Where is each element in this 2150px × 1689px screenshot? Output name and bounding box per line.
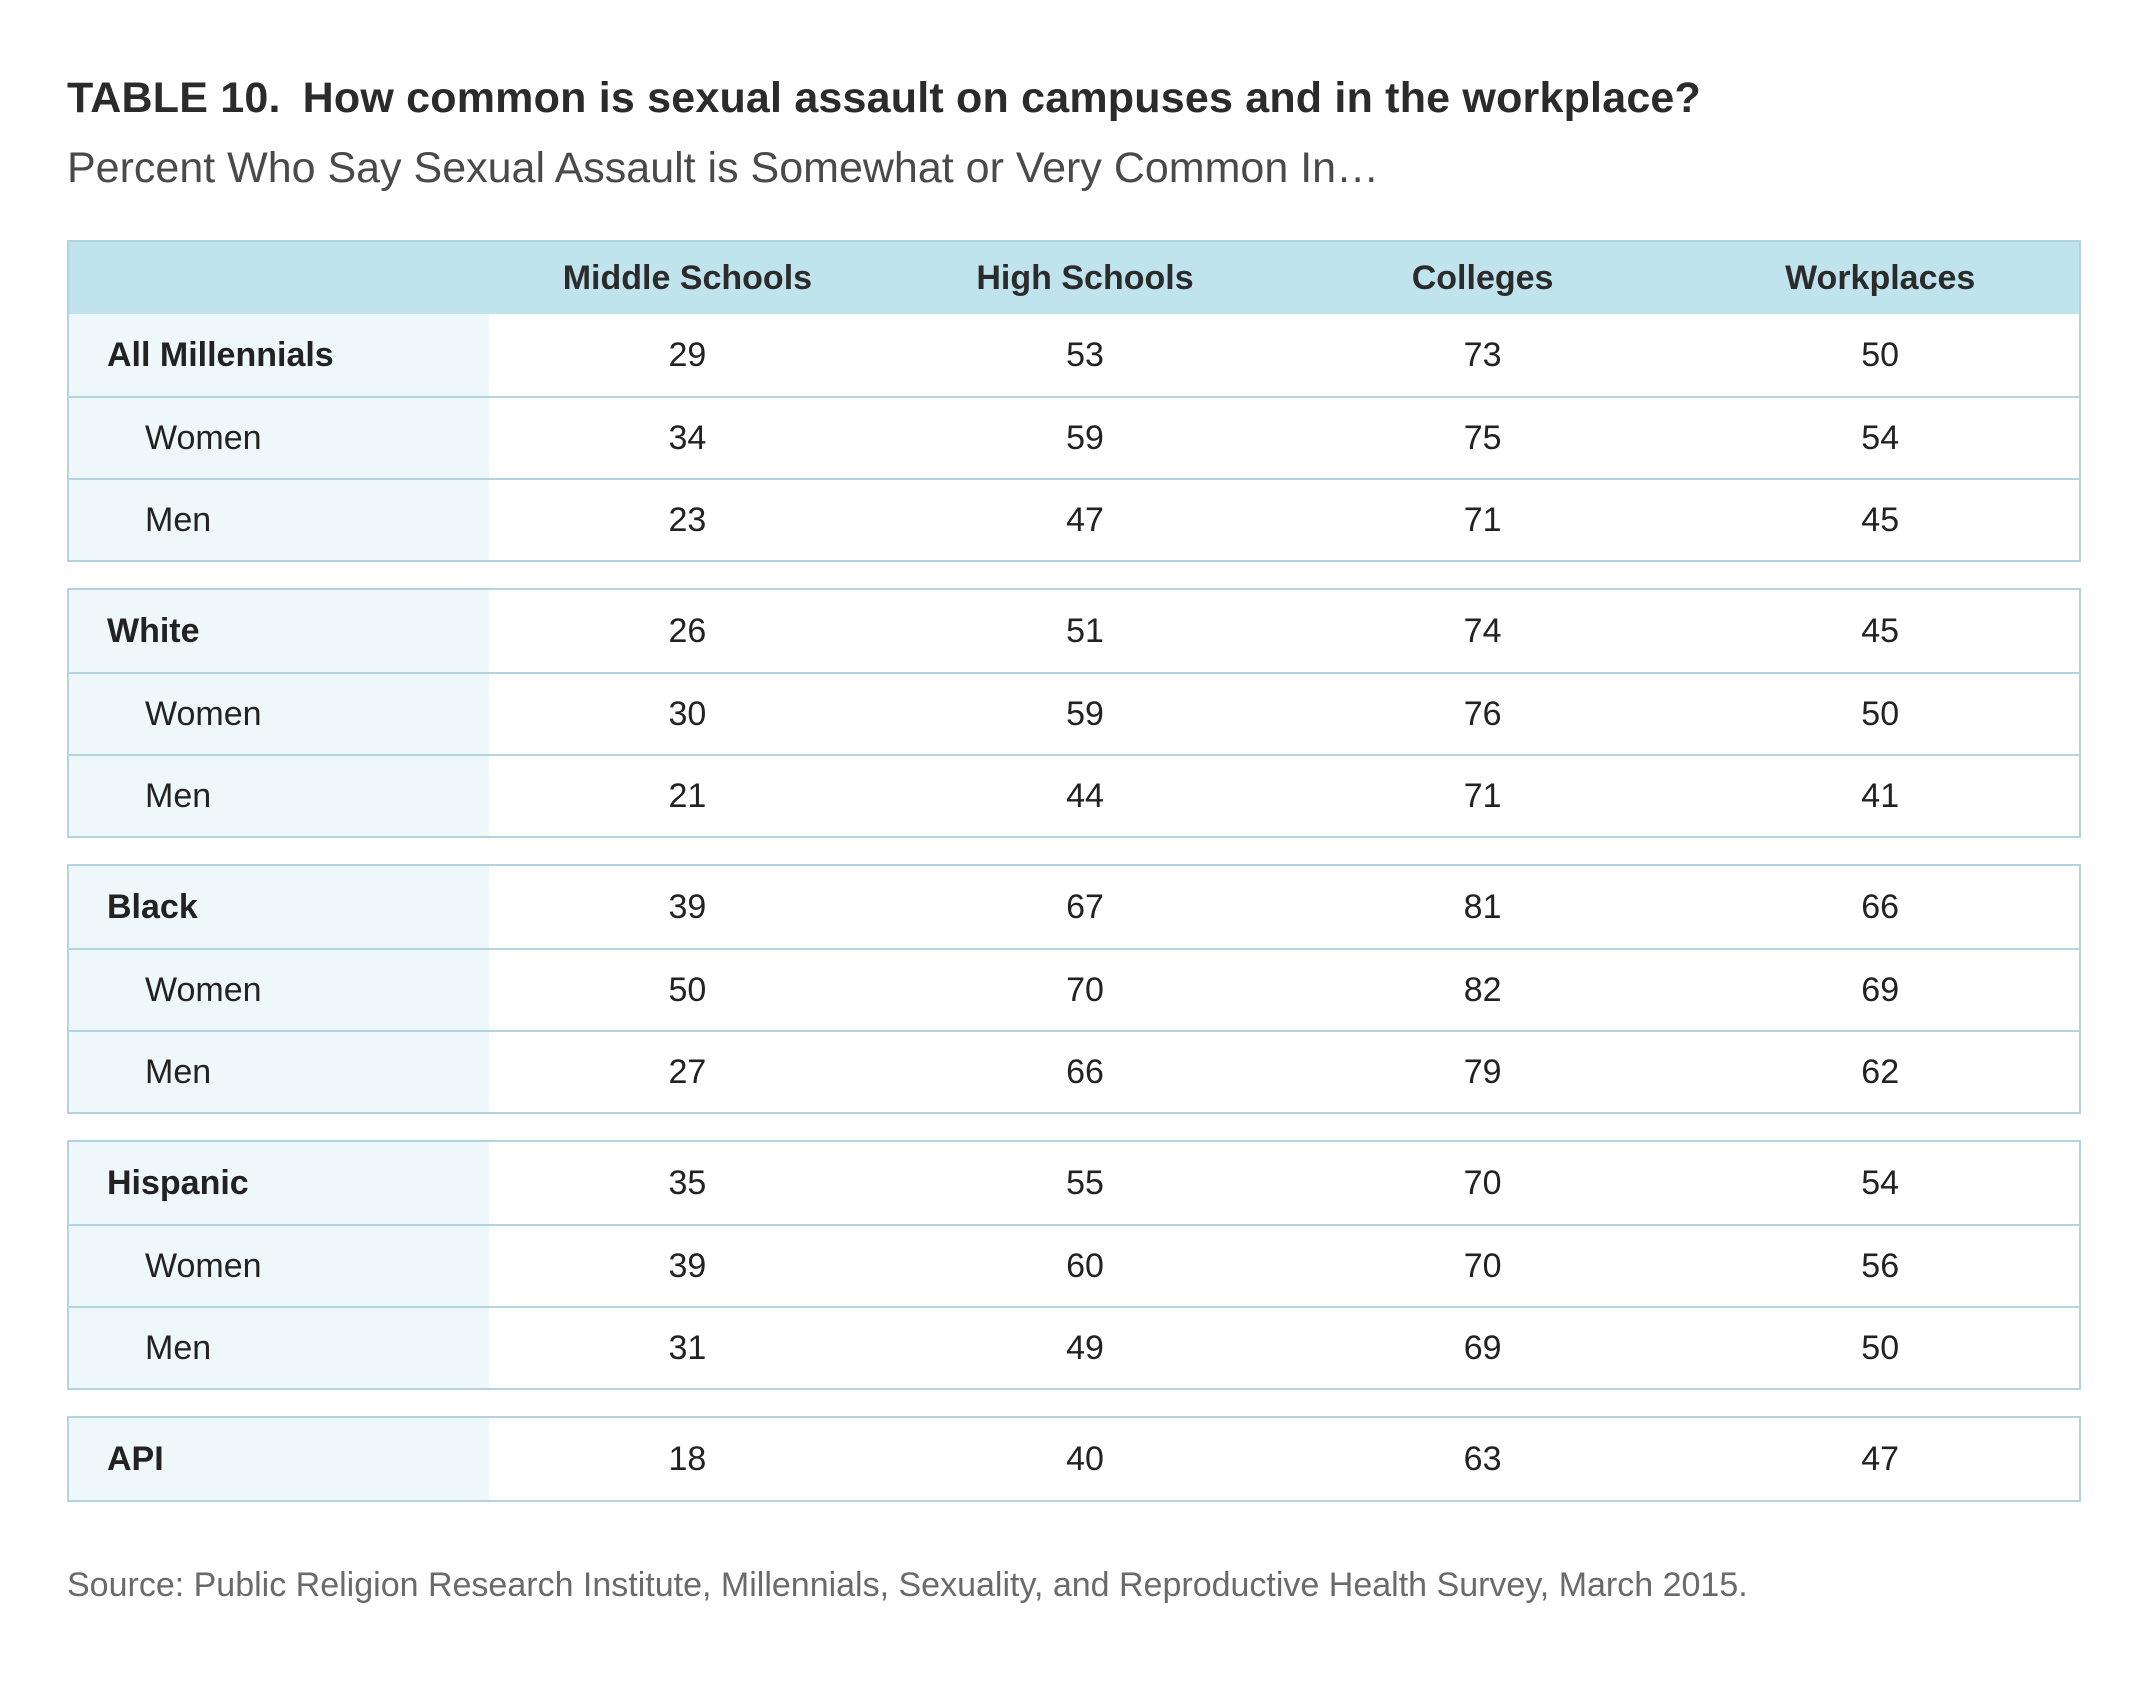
value-cell: 18 bbox=[668, 1439, 707, 1478]
value-cell: 39 bbox=[668, 887, 707, 926]
value-cell: 29 bbox=[668, 335, 707, 374]
value-cell: 79 bbox=[1463, 1052, 1502, 1091]
row-group: All Millennials 29 53 73 50 Women 34 59 75 54 Men 2… bbox=[67, 314, 2081, 562]
value-cell: 69 bbox=[1463, 1328, 1502, 1367]
row-label: Men bbox=[69, 756, 489, 836]
value-cell: 41 bbox=[1861, 776, 1900, 815]
value-cell: 66 bbox=[1861, 887, 1900, 926]
table-row: Women 30 59 76 50 bbox=[69, 672, 2079, 754]
value-cell: 50 bbox=[1861, 694, 1900, 733]
value-cell: 51 bbox=[1066, 611, 1104, 650]
value-cell: 66 bbox=[1066, 1052, 1104, 1091]
row-label: Women bbox=[69, 674, 489, 754]
row-group: API 18 40 63 47 bbox=[67, 1416, 2081, 1502]
value-cell: 62 bbox=[1861, 1052, 1900, 1091]
row-group: Black 39 67 81 66 Women 50 70 82 69 Men 27 66 79 62 bbox=[67, 864, 2081, 1114]
table-row: All Millennials 29 53 73 50 bbox=[69, 314, 2079, 396]
row-label: Women bbox=[69, 1226, 489, 1306]
value-cell: 82 bbox=[1463, 970, 1502, 1009]
row-label: Men bbox=[69, 1032, 489, 1112]
value-cell: 35 bbox=[668, 1163, 707, 1202]
row-label: API bbox=[69, 1418, 489, 1500]
value-cell: 71 bbox=[1463, 776, 1502, 815]
value-cell: 74 bbox=[1463, 611, 1502, 650]
row-label: Women bbox=[69, 950, 489, 1030]
value-cell: 50 bbox=[668, 970, 707, 1009]
value-cell: 71 bbox=[1463, 500, 1502, 539]
table-row: White 26 51 74 45 bbox=[69, 590, 2079, 672]
value-cell: 63 bbox=[1463, 1439, 1502, 1478]
row-group: White 26 51 74 45 Women 30 59 76 50 Men 21 44 71 41 bbox=[67, 588, 2081, 838]
value-cell: 76 bbox=[1463, 694, 1502, 733]
table-row: Women 39 60 70 56 bbox=[69, 1224, 2079, 1306]
table-header-row: Middle Schools High Schools Colleges Workpl… bbox=[67, 240, 2081, 314]
value-cell: 59 bbox=[1066, 694, 1104, 733]
row-label: Men bbox=[69, 1308, 489, 1388]
value-cell: 59 bbox=[1066, 418, 1104, 457]
value-cell: 70 bbox=[1463, 1163, 1502, 1202]
table-number: TABLE 10. bbox=[67, 74, 281, 122]
row-label: All Millennials bbox=[69, 314, 489, 396]
row-group: Hispanic 35 55 70 54 Women 39 60 70 56 Men 31 49 69 50 bbox=[67, 1140, 2081, 1390]
table-row: Men 21 44 71 41 bbox=[69, 754, 2079, 836]
value-cell: 27 bbox=[668, 1052, 707, 1091]
value-cell: 45 bbox=[1861, 500, 1900, 539]
value-cell: 60 bbox=[1066, 1246, 1104, 1285]
table-row: Men 31 49 69 50 bbox=[69, 1306, 2079, 1388]
value-cell: 26 bbox=[668, 611, 707, 650]
table-row: Men 27 66 79 62 bbox=[69, 1030, 2079, 1112]
table-title: TABLE 10. How common is sexual assault on… bbox=[67, 74, 1701, 123]
value-cell: 50 bbox=[1861, 1328, 1900, 1367]
value-cell: 53 bbox=[1066, 335, 1104, 374]
value-cell: 54 bbox=[1861, 1163, 1900, 1202]
table-subtitle: Percent Who Say Sexual Assault is Somewh… bbox=[67, 144, 1380, 192]
table-row: Black 39 67 81 66 bbox=[69, 866, 2079, 948]
value-cell: 39 bbox=[668, 1246, 707, 1285]
table-row: Men 23 47 71 45 bbox=[69, 478, 2079, 560]
table-row: Women 50 70 82 69 bbox=[69, 948, 2079, 1030]
row-label: Black bbox=[69, 866, 489, 948]
row-label: Women bbox=[69, 398, 489, 478]
value-cell: 21 bbox=[668, 776, 707, 815]
value-cell: 47 bbox=[1861, 1439, 1900, 1478]
value-cell: 30 bbox=[668, 694, 707, 733]
row-label: Men bbox=[69, 480, 489, 560]
value-cell: 73 bbox=[1463, 335, 1502, 374]
table-row: Hispanic 35 55 70 54 bbox=[69, 1142, 2079, 1224]
data-table: Middle Schools High Schools Colleges Workpl… bbox=[67, 240, 2081, 1502]
row-label: Hispanic bbox=[69, 1142, 489, 1224]
value-cell: 40 bbox=[1066, 1439, 1104, 1478]
column-header: High Schools bbox=[976, 258, 1194, 297]
value-cell: 31 bbox=[668, 1328, 707, 1367]
value-cell: 69 bbox=[1861, 970, 1900, 1009]
column-header: Workplaces bbox=[1785, 258, 1976, 297]
value-cell: 75 bbox=[1463, 418, 1502, 457]
value-cell: 49 bbox=[1066, 1328, 1104, 1367]
value-cell: 55 bbox=[1066, 1163, 1104, 1202]
value-cell: 50 bbox=[1861, 335, 1900, 374]
column-header: Middle Schools bbox=[562, 258, 813, 297]
value-cell: 45 bbox=[1861, 611, 1900, 650]
source-note: Source: Public Religion Research Institu… bbox=[67, 1566, 1748, 1604]
table-body: All Millennials 29 53 73 50 Women 34 59 75 54 Men 2… bbox=[67, 314, 2081, 1502]
value-cell: 23 bbox=[668, 500, 707, 539]
value-cell: 44 bbox=[1066, 776, 1104, 815]
column-header: Colleges bbox=[1411, 258, 1554, 297]
value-cell: 54 bbox=[1861, 418, 1900, 457]
value-cell: 70 bbox=[1066, 970, 1104, 1009]
value-cell: 47 bbox=[1066, 500, 1104, 539]
value-cell: 56 bbox=[1861, 1246, 1900, 1285]
value-cell: 67 bbox=[1066, 887, 1104, 926]
value-cell: 70 bbox=[1463, 1246, 1502, 1285]
value-cell: 34 bbox=[668, 418, 707, 457]
table-row: API 18 40 63 47 bbox=[69, 1418, 2079, 1500]
table-title-text: How common is sexual assault on campuses… bbox=[302, 74, 1702, 122]
value-cell: 81 bbox=[1463, 887, 1502, 926]
row-label: White bbox=[69, 590, 489, 672]
table-row: Women 34 59 75 54 bbox=[69, 396, 2079, 478]
